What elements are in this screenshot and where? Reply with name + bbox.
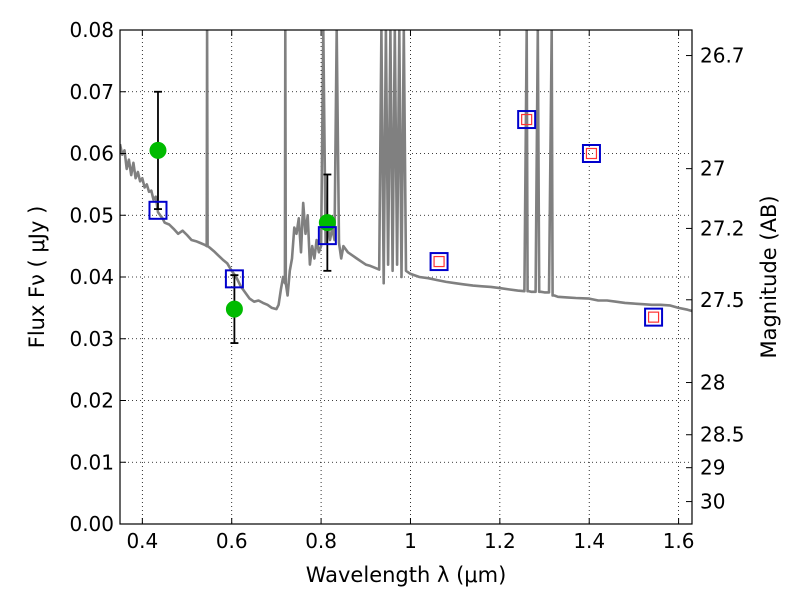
observed-point: [318, 214, 336, 232]
model-point-inner: [585, 147, 598, 160]
x-tick-label: 1.2: [484, 529, 516, 553]
x-tick-label: 0.4: [126, 529, 158, 553]
magnitude-tick-label: 28.5: [700, 423, 745, 447]
model-point-inner: [647, 311, 660, 323]
y-tick-label: 0.05: [69, 203, 114, 227]
observed-point: [149, 141, 167, 159]
y-tick-label: 0.04: [69, 265, 114, 289]
spectrum-line: [120, 30, 692, 313]
model-point-inner: [521, 113, 533, 126]
model-point: [581, 144, 601, 163]
y2-axis-label: Magnitude (AB): [757, 195, 781, 358]
model-point: [644, 307, 664, 327]
model-point-inner: [433, 255, 445, 268]
y-tick-label: 0.06: [69, 142, 114, 166]
x-tick-label: 0.6: [216, 529, 248, 553]
y-tick-label: 0.01: [69, 450, 114, 474]
axis-ticks: 0.4 0.6 0.8 1 1.2 1.4 1.6 0.00 0.01 0.02 0.03 0.04 0…: [69, 18, 744, 553]
x-tick-label: 1.6: [663, 529, 695, 553]
y-axis-label: Flux Fν ( μJy ): [25, 206, 49, 349]
y-tick-label: 0.03: [69, 327, 114, 351]
model-point: [317, 226, 337, 246]
y-tick-label: 0.00: [69, 512, 114, 536]
x-tick-label: 0.8: [305, 529, 337, 553]
model-point: [517, 110, 537, 130]
magnitude-tick-label: 29: [700, 456, 725, 480]
magnitude-tick-label: 27.2: [700, 216, 745, 240]
x-tick-label: 1: [404, 529, 417, 553]
y-tick-label: 0.07: [69, 80, 114, 104]
y-tick-label: 0.02: [69, 389, 114, 413]
observed-point: [225, 300, 243, 318]
magnitude-tick-label: 27: [700, 157, 725, 181]
y-tick-label: 0.08: [69, 18, 114, 42]
x-tick-label: 1.4: [573, 529, 605, 553]
model-point: [224, 269, 244, 289]
magnitude-tick-label: 28: [700, 371, 725, 395]
model-points: [148, 110, 664, 327]
x-axis-label: Wavelength λ (μm): [306, 563, 507, 587]
model-point: [429, 252, 449, 272]
observed-points: [149, 141, 336, 318]
magnitude-tick-label: 27.5: [700, 288, 745, 312]
magnitude-tick-label: 30: [700, 490, 725, 514]
magnitude-tick-label: 26.7: [700, 44, 745, 68]
model-point: [148, 200, 168, 220]
